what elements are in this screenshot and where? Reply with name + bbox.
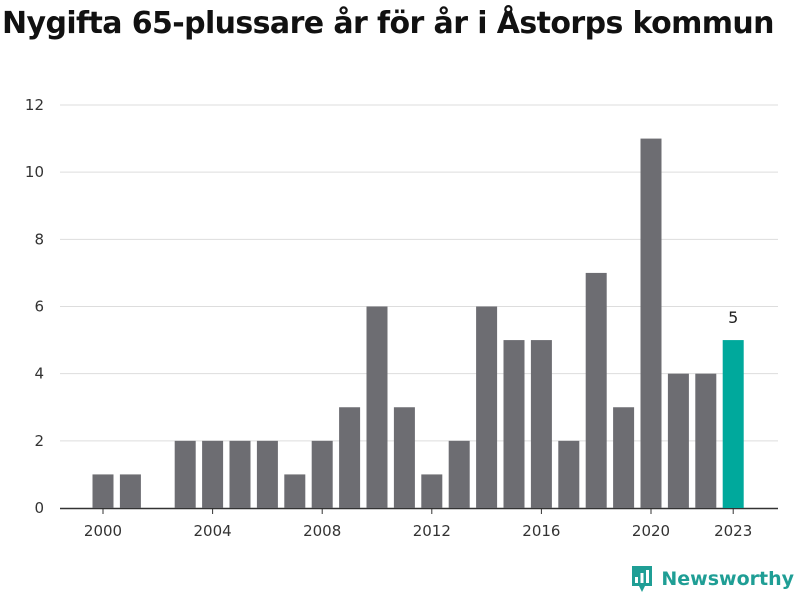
y-axis-ticks: 0 2 4 6 8 10 12: [25, 96, 44, 517]
chart-title: Nygifta 65-plussare år för år i Åstorps …: [2, 6, 775, 41]
y-tick-label: 10: [25, 163, 44, 181]
bar: [366, 306, 388, 508]
bar: [613, 407, 635, 508]
y-tick-label: 4: [34, 365, 44, 383]
brand-name: Newsworthy: [661, 568, 794, 590]
bar: [119, 474, 141, 508]
newsworthy-logo-icon: [632, 566, 653, 592]
bar: [585, 272, 607, 508]
bar: [256, 440, 278, 508]
x-tick-label: 2012: [413, 522, 451, 540]
bar: [558, 440, 580, 508]
bar: [448, 440, 470, 508]
bar: [640, 138, 662, 509]
y-tick-label: 0: [34, 499, 44, 517]
bar: [695, 373, 717, 508]
y-tick-label: 6: [34, 298, 44, 316]
bar: [284, 474, 306, 508]
data-label: 5: [728, 308, 738, 327]
x-tick-label: 2020: [632, 522, 670, 540]
bar: [530, 340, 552, 508]
y-tick-label: 2: [34, 432, 44, 450]
bar: [503, 340, 525, 508]
x-tick-label: 2008: [303, 522, 341, 540]
bar: [174, 440, 196, 508]
data-labels: 5: [728, 308, 738, 327]
x-tick-label: 2000: [84, 522, 122, 540]
y-tick-label: 8: [34, 230, 44, 248]
bar: [92, 474, 114, 508]
bar: [229, 440, 251, 508]
bar: [393, 407, 415, 508]
bar: [667, 373, 689, 508]
x-tick-label: 2016: [522, 522, 560, 540]
brand-logo: Newsworthy: [630, 564, 794, 594]
y-tick-label: 12: [25, 96, 44, 114]
bar: [421, 474, 443, 508]
bar: [339, 407, 361, 508]
bar: [202, 440, 224, 508]
bar: [722, 340, 744, 508]
x-axis-ticks: 2000 2004 2008 2012 2016 2020 2023: [84, 508, 752, 540]
bars: [92, 138, 744, 509]
bar: [311, 440, 333, 508]
x-tick-label: 2023: [714, 522, 752, 540]
bar: [476, 306, 498, 508]
x-tick-label: 2004: [194, 522, 232, 540]
